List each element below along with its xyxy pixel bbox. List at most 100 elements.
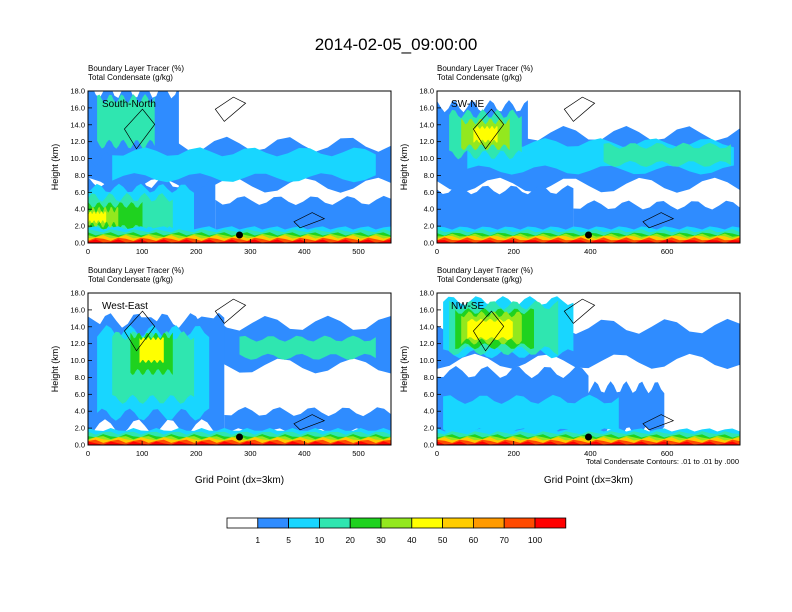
cloud-band — [97, 94, 155, 149]
condensate-contour — [472, 108, 505, 150]
colorbar-label: 50 — [438, 535, 448, 545]
y-tick-label: 14.0 — [419, 322, 434, 331]
y-tick-label: 12.0 — [419, 339, 434, 348]
y-tick-label: 16.0 — [419, 305, 434, 314]
panel-2: Boundary Layer Tracer (%)Total Condensat… — [50, 266, 392, 486]
location-marker — [236, 231, 243, 239]
panel-header-line: Total Condensate (g/kg) — [437, 275, 522, 284]
y-tick-label: 18.0 — [70, 87, 85, 96]
y-tick-label: 14.0 — [419, 120, 434, 129]
y-tick-label: 4.0 — [424, 205, 434, 214]
y-axis-label: Height (km) — [399, 144, 409, 191]
colorbar-label: 70 — [499, 535, 509, 545]
y-tick-label: 10.0 — [419, 154, 434, 163]
colorbar-label: 10 — [315, 535, 325, 545]
colorbar-label: 20 — [345, 535, 355, 545]
boundary-layer-band — [437, 240, 740, 243]
y-tick-label: 16.0 — [70, 305, 85, 314]
condensate-contour — [293, 414, 326, 431]
x-tick-label: 300 — [244, 449, 257, 458]
y-tick-label: 10.0 — [419, 356, 434, 365]
y-tick-label: 0.0 — [75, 239, 85, 248]
colorbar-swatch — [349, 517, 382, 529]
colorbar-swatch — [257, 517, 289, 529]
cloud-band — [467, 138, 734, 175]
panel-label: SW-NE — [451, 99, 484, 110]
y-tick-label: 8.0 — [75, 171, 85, 180]
y-tick-label: 12.0 — [419, 137, 434, 146]
y-axis-label: Height (km) — [50, 144, 60, 191]
colorbar-label: 40 — [407, 535, 417, 545]
location-marker — [236, 433, 243, 441]
colorbar-swatch — [442, 517, 474, 529]
y-tick-label: 18.0 — [419, 87, 434, 96]
x-tick-label: 0 — [435, 247, 439, 256]
boundary-layer-band — [437, 441, 740, 445]
cloud-band — [239, 335, 376, 360]
cloud-band — [443, 394, 619, 438]
x-tick-label: 600 — [661, 247, 674, 256]
condensate-contour — [214, 298, 247, 324]
cloud-band — [112, 147, 376, 183]
y-tick-label: 8.0 — [424, 171, 434, 180]
condensate-contour — [123, 310, 156, 352]
y-tick-label: 16.0 — [70, 103, 85, 112]
colorbar-swatch — [472, 517, 505, 529]
condensate-contour — [642, 414, 675, 431]
condensate-contour — [563, 298, 596, 324]
colorbar-swatch — [318, 517, 351, 529]
colorbar-label: 60 — [469, 535, 479, 545]
panel-3: Boundary Layer Tracer (%)Total Condensat… — [399, 266, 741, 486]
condensate-contour — [563, 96, 596, 122]
x-tick-label: 200 — [190, 449, 203, 458]
panels: Boundary Layer Tracer (%) Total Condensat… — [50, 64, 741, 486]
panel-header-line: Total Condensate (g/kg) — [437, 73, 522, 82]
colorbar-swatch — [380, 517, 413, 529]
cloud-band — [603, 142, 731, 167]
x-tick-label: 500 — [352, 449, 365, 458]
y-tick-label: 14.0 — [70, 120, 85, 129]
condensate-contour — [123, 108, 156, 150]
y-tick-label: 8.0 — [424, 373, 434, 382]
x-tick-label: 400 — [298, 449, 311, 458]
boundary-layer-band — [88, 239, 391, 243]
y-tick-label: 16.0 — [419, 103, 434, 112]
panel-header-line: Boundary Layer Tracer (%) — [88, 266, 184, 275]
colorbar-label: 30 — [376, 535, 386, 545]
heatmap-field — [437, 293, 740, 445]
x-tick-label: 400 — [584, 449, 597, 458]
x-tick-label: 0 — [435, 449, 439, 458]
location-marker — [585, 231, 592, 239]
panel-0: Boundary Layer Tracer (%)Total Condensat… — [50, 64, 392, 256]
y-tick-label: 4.0 — [424, 407, 434, 416]
x-tick-label: 0 — [86, 247, 90, 256]
colorbar-label: 1 — [255, 535, 260, 545]
condensate-contour — [642, 212, 675, 229]
boundary-layer-band — [88, 441, 391, 445]
heatmap-field — [88, 293, 391, 445]
y-tick-label: 14.0 — [70, 322, 85, 331]
cloud-band — [88, 211, 107, 224]
x-tick-label: 600 — [661, 449, 674, 458]
contour-note-text: Total Condensate Contours: .01 to .01 by… — [586, 457, 739, 466]
colorbar-label: 5 — [286, 535, 291, 545]
panel-frame — [87, 90, 392, 244]
heatmap-field — [88, 91, 391, 243]
x-tick-label: 200 — [507, 449, 520, 458]
panel-frame — [436, 292, 741, 446]
y-tick-label: 0.0 — [424, 441, 434, 450]
y-tick-label: 4.0 — [75, 205, 85, 214]
x-tick-label: 200 — [507, 247, 520, 256]
y-tick-label: 18.0 — [70, 289, 85, 298]
y-tick-label: 8.0 — [75, 373, 85, 382]
panel-header-line: Total Condensate (g/kg) — [88, 73, 173, 82]
x-tick-label: 100 — [136, 247, 149, 256]
x-tick-label: 400 — [298, 247, 311, 256]
y-tick-label: 10.0 — [70, 154, 85, 163]
condensate-contour — [472, 310, 505, 352]
y-tick-label: 6.0 — [424, 188, 434, 197]
x-tick-label: 200 — [190, 247, 203, 256]
condensate-contour — [214, 96, 247, 122]
colorbar-swatch — [288, 517, 320, 529]
